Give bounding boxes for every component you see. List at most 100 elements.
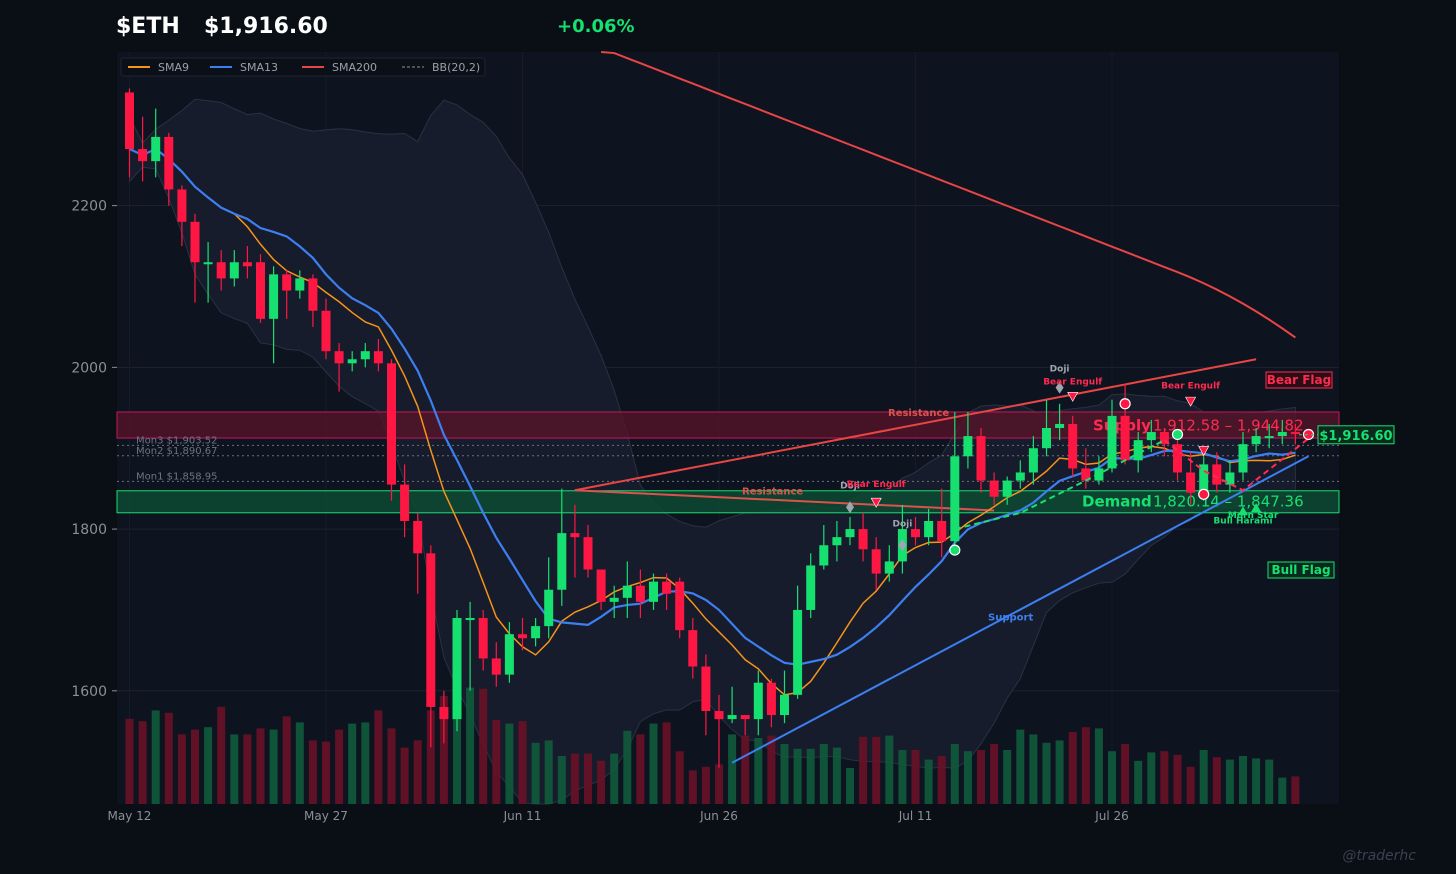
volume-bar <box>741 735 750 804</box>
x-tick-label: Jun 11 <box>503 809 542 823</box>
candle-body <box>583 537 593 570</box>
candle-body <box>531 626 541 639</box>
x-tick-label: May 27 <box>304 809 348 823</box>
volume-bar <box>1016 729 1025 804</box>
sma9-line <box>129 148 1296 696</box>
volume-bar <box>1199 750 1208 804</box>
volume-bar <box>911 750 920 804</box>
volume-bar <box>872 736 881 804</box>
y-tick-label: 2200 <box>71 199 107 215</box>
volume-bar <box>924 759 933 804</box>
candle-body <box>884 561 894 574</box>
candle-body <box>793 609 803 695</box>
volume-bar <box>990 744 999 804</box>
volume-bar <box>675 751 684 804</box>
bear-flag-box <box>1265 371 1333 389</box>
volume-bar <box>754 738 763 804</box>
volume-bar <box>466 687 475 804</box>
ticker-symbol: $ETH <box>116 14 180 39</box>
candle-body <box>269 274 279 319</box>
doji-label: Doji <box>892 520 912 530</box>
candle-body <box>740 715 750 720</box>
volume-bar <box>348 723 357 804</box>
volume-bar <box>204 727 213 804</box>
volume-bar <box>1134 760 1143 804</box>
candle-body <box>1225 472 1235 485</box>
candle-body <box>1081 468 1091 481</box>
candle-body <box>937 520 947 542</box>
volume-bar <box>374 710 383 804</box>
candle-body <box>216 262 226 279</box>
candle-body <box>701 666 711 712</box>
volume-bar <box>335 729 344 804</box>
support-label: Support <box>988 612 1033 623</box>
candle-body <box>871 549 881 574</box>
bear-flag-label: Bear Flag <box>1267 373 1331 387</box>
bull-harami-label: Bull Harami <box>1213 516 1272 526</box>
candle-body <box>151 136 161 162</box>
candle-body <box>1212 464 1222 485</box>
candle-body <box>138 149 148 162</box>
price-change: +0.06% <box>557 16 635 37</box>
candle-body <box>845 529 855 538</box>
volume-bar <box>728 734 737 804</box>
volume-bar <box>230 734 239 804</box>
candle-body <box>1028 448 1038 473</box>
supply-zone <box>116 411 1340 439</box>
candle-body <box>242 262 252 267</box>
volume-bar <box>1003 750 1012 804</box>
swing-point <box>1198 488 1210 500</box>
volume-bar <box>780 744 789 804</box>
candle-body <box>1002 480 1012 497</box>
y-tick-label: 1800 <box>71 522 107 538</box>
candle-body <box>426 553 436 707</box>
candle-body <box>675 581 685 631</box>
volume-bar <box>1173 754 1182 804</box>
volume-bar <box>505 723 514 804</box>
price-tag-box <box>1317 425 1395 445</box>
volume-bar <box>177 734 186 804</box>
candle-body <box>491 658 501 675</box>
volume-bar <box>400 747 409 804</box>
bull-flag-pole <box>954 439 1165 531</box>
candle-body <box>347 359 357 364</box>
volume-bar <box>308 740 317 804</box>
volume-bar <box>950 744 959 804</box>
monday-level-label: Mon3 $1,903.52 <box>136 435 218 446</box>
candle-body <box>924 520 934 538</box>
doji-label: Doji <box>1050 364 1070 374</box>
candle-body <box>622 585 632 598</box>
candle-body <box>780 694 789 716</box>
candle-body <box>714 711 724 720</box>
candle-body <box>1173 444 1182 473</box>
volume-bar <box>767 735 776 804</box>
volume-bar <box>125 718 134 804</box>
candle-body <box>596 569 606 602</box>
volume-bar <box>885 735 894 804</box>
candle-body <box>164 136 174 190</box>
volume-bar <box>387 728 396 804</box>
legend-label: SMA13 <box>240 61 278 74</box>
volume-bar <box>361 722 370 804</box>
resistance-short-line <box>574 489 995 512</box>
candle-body <box>256 262 265 319</box>
x-tick-label: May 12 <box>108 809 152 823</box>
volume-bar <box>1147 752 1156 804</box>
candle-body <box>753 682 763 720</box>
doji-marker <box>1055 381 1064 394</box>
morn-star-marker <box>1251 503 1262 513</box>
candle-body <box>1290 432 1300 435</box>
volume-bar <box>557 756 566 804</box>
volume-bar <box>164 712 173 804</box>
volume-bar <box>243 734 252 804</box>
bear-engulf-marker <box>1185 396 1197 407</box>
candle-body <box>203 262 213 265</box>
candle-body <box>1238 444 1248 473</box>
bull-flag-label: Bull Flag <box>1271 563 1330 577</box>
volume-bar <box>269 729 278 804</box>
morn-star-label: Morn Star <box>1228 511 1279 521</box>
candle-body <box>518 634 527 639</box>
monday-level-label: Mon2 $1,890.67 <box>136 446 218 457</box>
resistance-label-lower: Resistance <box>742 486 803 497</box>
volume-bar <box>1278 777 1287 804</box>
